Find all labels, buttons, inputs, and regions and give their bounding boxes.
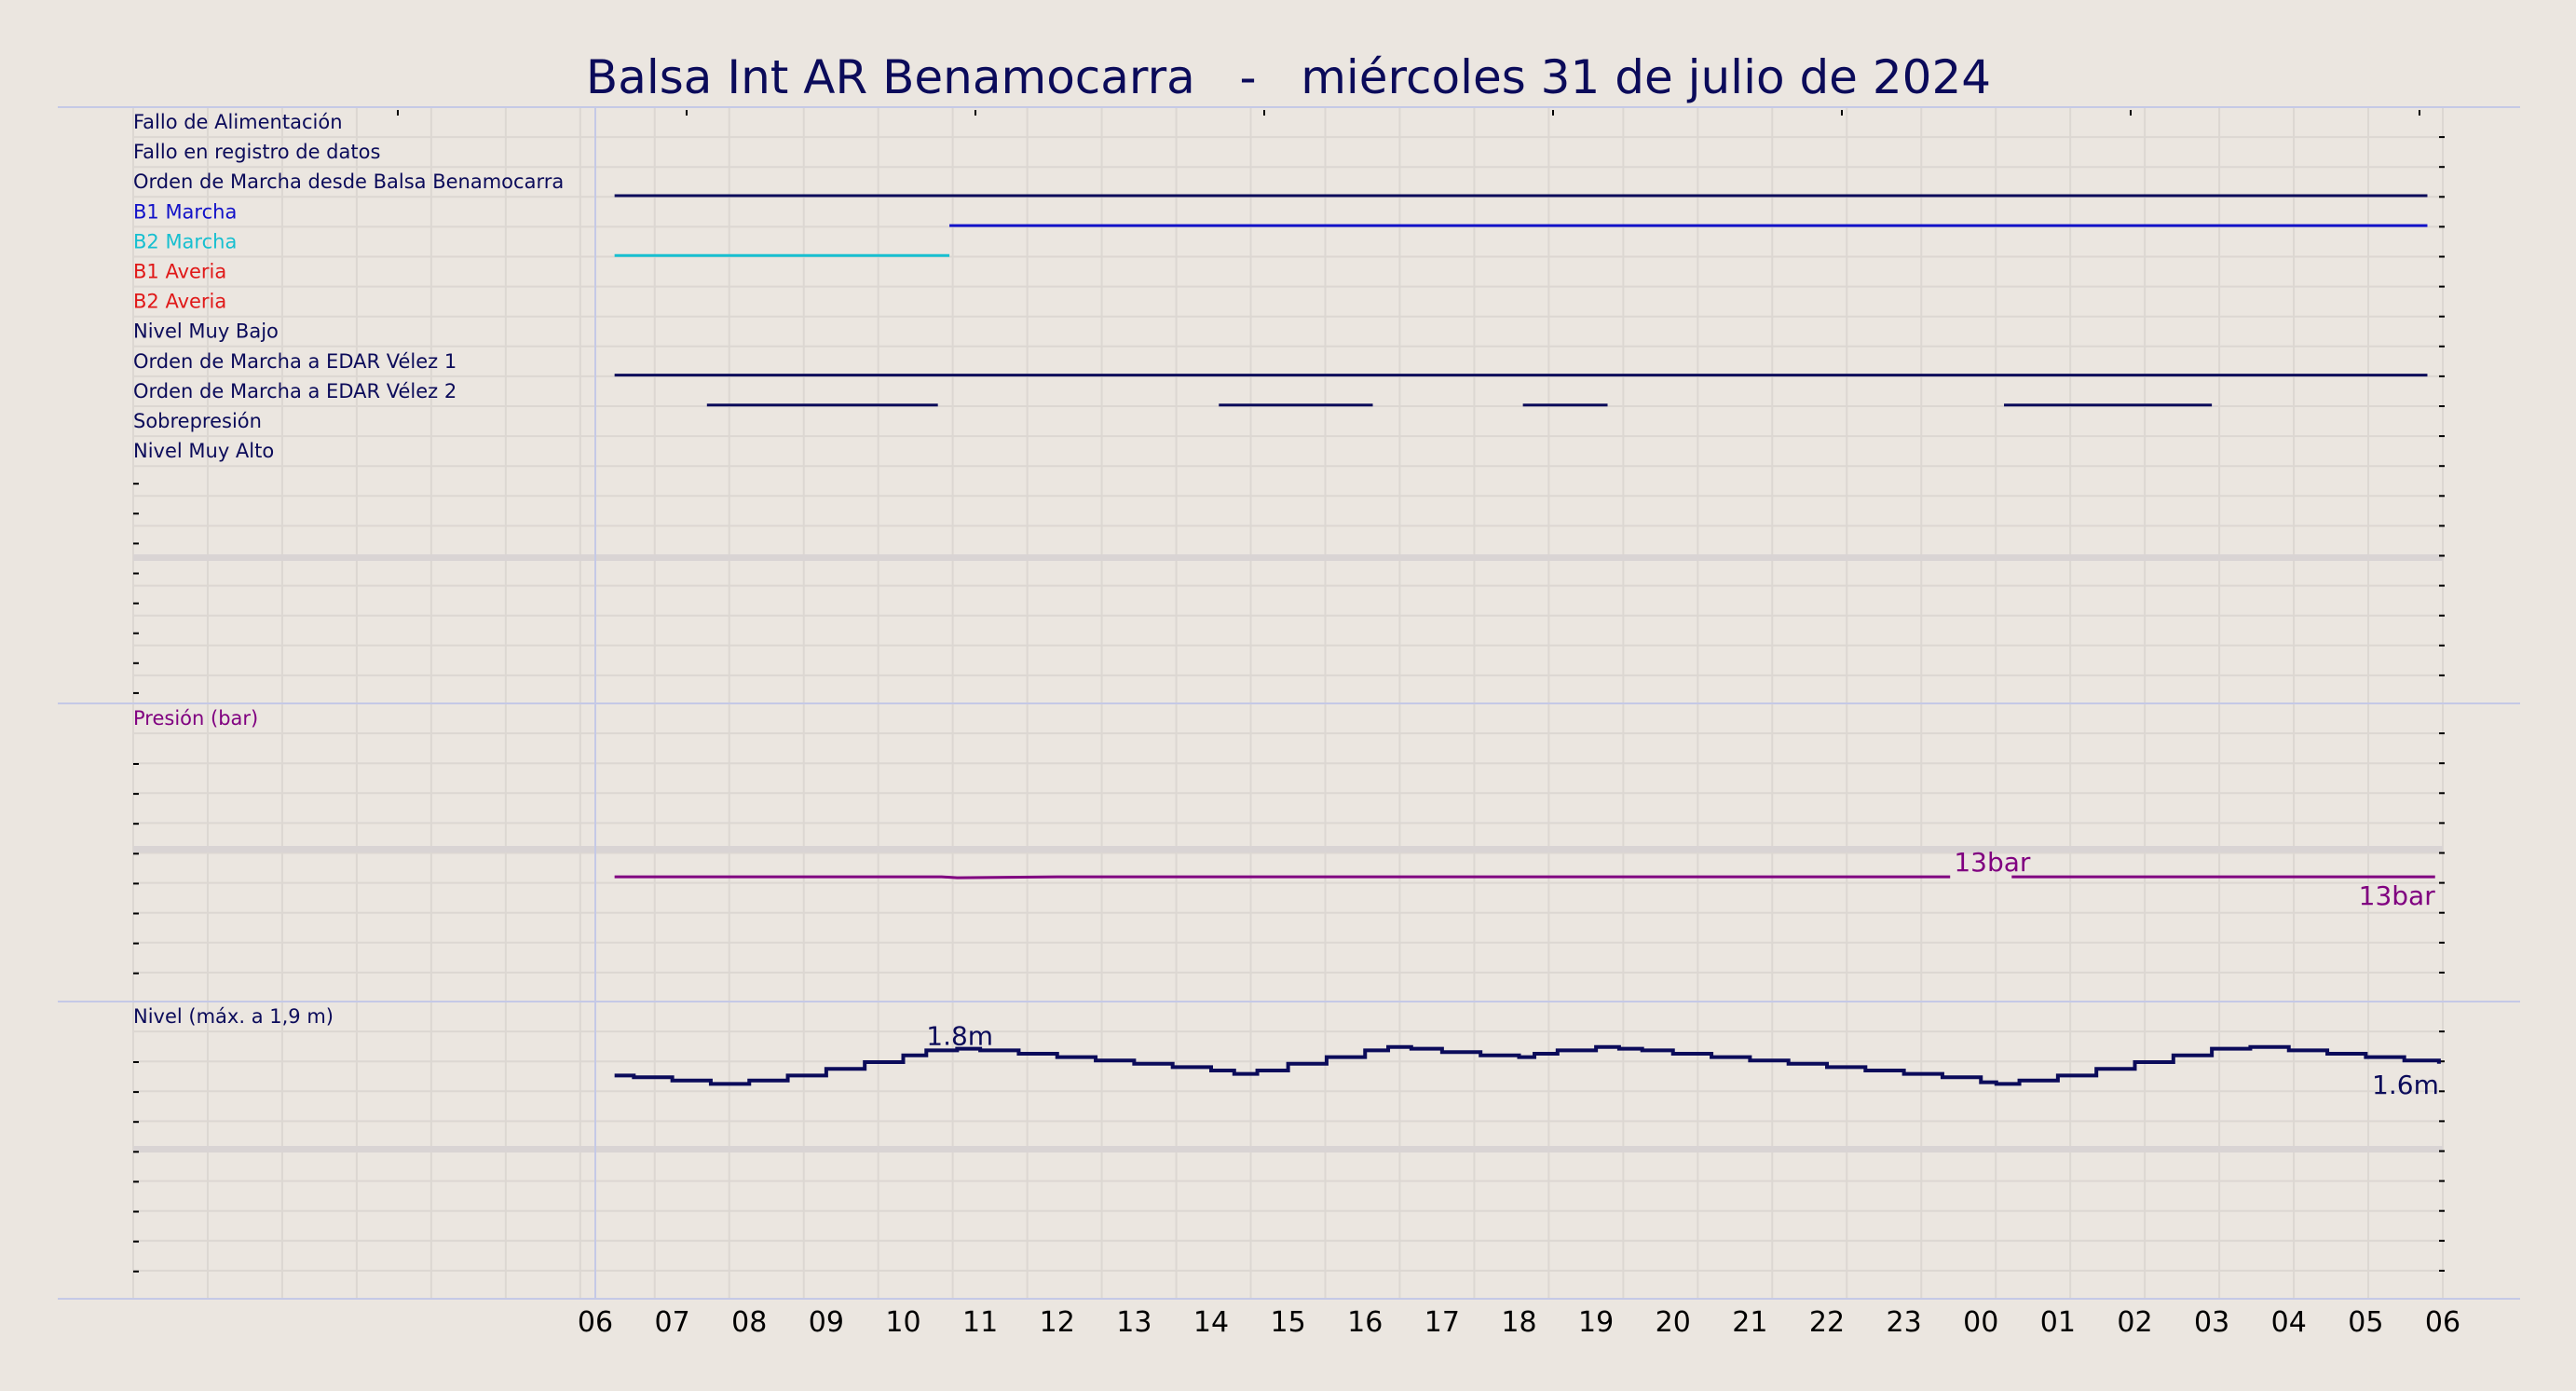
grid-band <box>133 846 2443 852</box>
x-tick-label: 02 <box>2117 1306 2152 1339</box>
x-tick-label: 13 <box>1116 1306 1152 1339</box>
x-tick-label: 17 <box>1424 1306 1460 1339</box>
level-series-line <box>614 1044 2441 1086</box>
signal-label: Fallo de Alimentación <box>133 111 343 133</box>
signal-label: Nivel Muy Alto <box>133 440 274 462</box>
signal-label: B2 Averia <box>133 291 226 313</box>
pressure-data-label: 13bar <box>1954 847 2031 878</box>
signal-label: Sobrepresión <box>133 410 262 432</box>
x-tick-label: 04 <box>2271 1306 2307 1339</box>
x-tick-label: 06 <box>578 1306 613 1339</box>
signal-label: Orden de Marcha desde Balsa Benamocarra <box>133 170 564 193</box>
level-data-label: 1.8m <box>926 1020 993 1051</box>
x-tick-label: 10 <box>885 1306 920 1339</box>
x-tick-label: 19 <box>1578 1306 1614 1339</box>
x-tick-label: 03 <box>2194 1306 2229 1339</box>
signal-label: Nivel Muy Bajo <box>133 320 279 343</box>
panel-separators <box>58 106 2520 1300</box>
x-tick-label: 18 <box>1501 1306 1536 1339</box>
signal-label: Orden de Marcha a EDAR Vélez 2 <box>133 380 457 402</box>
x-tick-label: 05 <box>2348 1306 2383 1339</box>
grid-band <box>133 554 2443 561</box>
signal-label: B1 Marcha <box>133 200 237 223</box>
x-tick-label: 21 <box>1732 1306 1767 1339</box>
x-tick-label: 20 <box>1656 1306 1691 1339</box>
signal-label: Fallo en registro de datos <box>133 141 380 163</box>
x-tick-label: 08 <box>731 1306 767 1339</box>
x-tick-label: 00 <box>1963 1306 1998 1339</box>
pressure-panel: Presión (bar) 13bar 13bar <box>133 707 2435 911</box>
x-tick-label: 16 <box>1347 1306 1383 1339</box>
x-tick-label: 06 <box>2425 1306 2460 1339</box>
signal-label: Orden de Marcha a EDAR Vélez 1 <box>133 350 457 373</box>
level-data-label: 1.6m <box>2372 1070 2439 1100</box>
pressure-panel-label: Presión (bar) <box>133 707 258 730</box>
signal-label: B2 Marcha <box>133 230 237 252</box>
signal-label: B1 Averia <box>133 261 226 283</box>
x-tick-label: 14 <box>1193 1306 1229 1339</box>
x-axis: 06 07 08 09 10 11 12 13 14 15 16 17 18 19 20 21 22 23 00 01… <box>578 1306 2460 1339</box>
x-tick-label: 07 <box>655 1306 690 1339</box>
chart-title: Balsa Int AR Benamocarra - miércoles 31 … <box>586 50 1991 104</box>
x-tick-label: 15 <box>1271 1306 1306 1339</box>
digital-signals-panel: Fallo de Alimentación Fallo en registro d… <box>133 111 2428 462</box>
x-tick-label: 11 <box>962 1306 998 1339</box>
pressure-series-line <box>614 875 1951 880</box>
level-panel-label: Nivel (máx. a 1,9 m) <box>133 1005 334 1028</box>
grid-band <box>133 1146 2443 1152</box>
pressure-data-label: 13bar <box>2359 880 2436 911</box>
x-tick-label: 22 <box>1809 1306 1845 1339</box>
x-tick-label: 09 <box>809 1306 844 1339</box>
x-tick-label: 12 <box>1040 1306 1075 1339</box>
level-panel: Nivel (máx. a 1,9 m) 1.8m 1.6m <box>133 1005 2441 1100</box>
x-tick-label: 01 <box>2040 1306 2076 1339</box>
x-tick-label: 23 <box>1887 1306 1922 1339</box>
